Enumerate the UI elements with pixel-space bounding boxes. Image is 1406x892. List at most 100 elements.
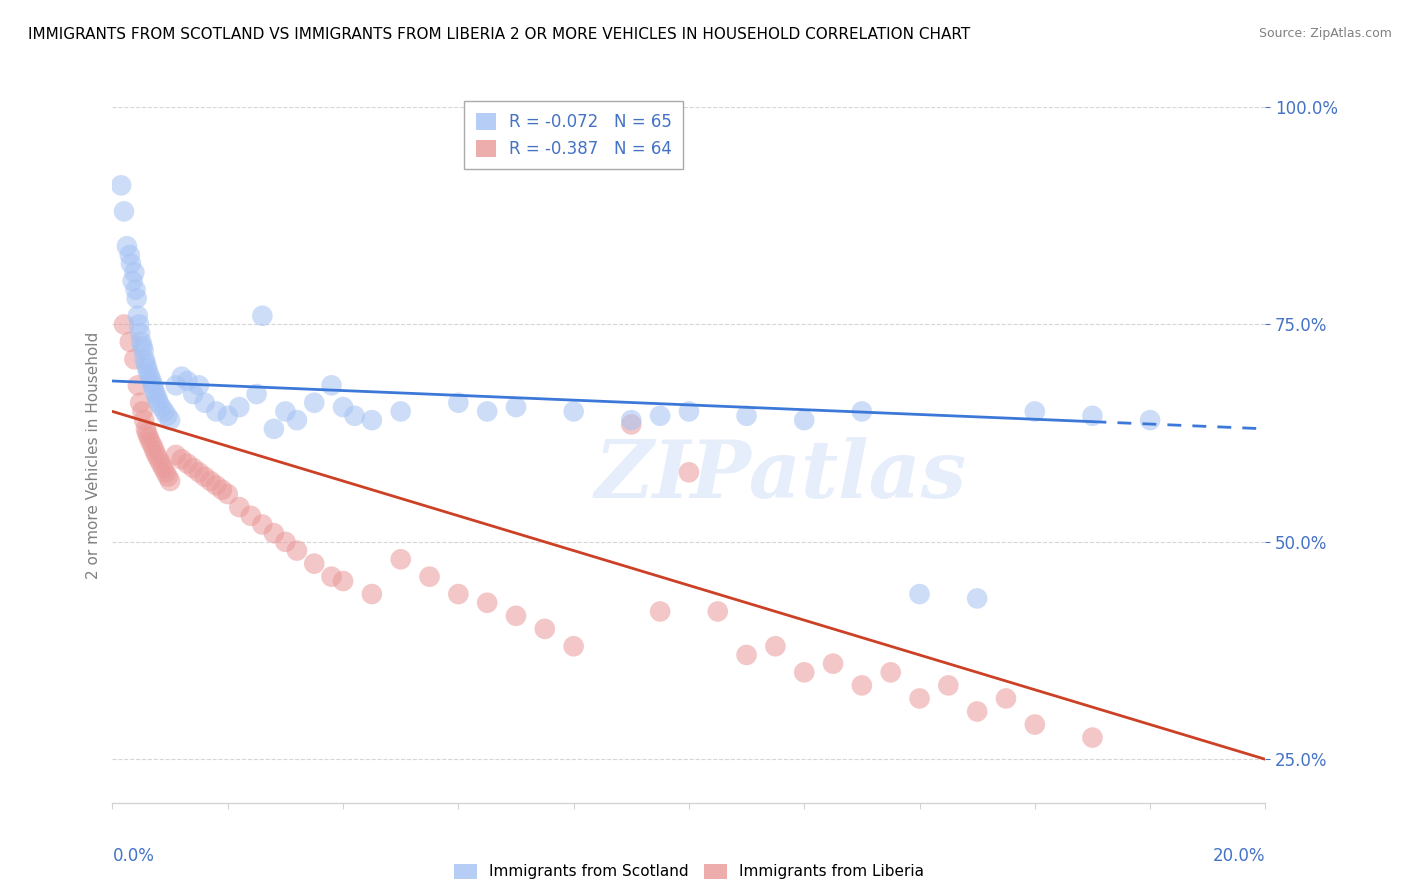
Point [735,409,758,423]
Point [821,657,844,671]
Point [118,334,141,349]
Point [194,469,217,483]
Point [505,400,527,414]
Point [194,395,217,409]
Point [115,239,138,253]
Point [143,443,166,458]
Point [145,387,167,401]
Point [620,413,643,427]
Point [1081,409,1104,423]
Point [263,422,285,436]
Point [678,404,700,418]
Point [141,374,163,388]
Text: ZIPatlas: ZIPatlas [595,437,967,515]
Point [138,430,160,444]
Point [118,248,141,262]
Point [360,587,382,601]
Point [165,378,187,392]
Point [793,413,815,427]
Text: 20.0%: 20.0% [1213,847,1265,865]
Point [343,409,366,423]
Point [139,369,162,384]
Point [148,395,170,409]
Point [131,339,153,353]
Point [908,587,931,601]
Point [263,526,285,541]
Point [136,426,159,441]
Legend: Immigrants from Scotland, Immigrants from Liberia: Immigrants from Scotland, Immigrants fro… [447,857,931,886]
Point [793,665,815,680]
Point [110,178,132,193]
Point [648,605,672,619]
Point [217,409,239,423]
Point [176,374,198,388]
Point [142,439,165,453]
Point [447,587,470,601]
Text: 0.0%: 0.0% [112,847,155,865]
Text: IMMIGRANTS FROM SCOTLAND VS IMMIGRANTS FROM LIBERIA 2 OR MORE VEHICLES IN HOUSEH: IMMIGRANTS FROM SCOTLAND VS IMMIGRANTS F… [28,27,970,42]
Point [533,622,555,636]
Point [706,605,728,619]
Point [131,404,153,418]
Point [146,392,169,406]
Point [129,326,152,340]
Point [134,352,156,367]
Point [129,334,153,349]
Point [152,461,174,475]
Point [142,378,165,392]
Point [165,448,187,462]
Point [181,387,204,401]
Point [562,404,585,418]
Point [181,461,204,475]
Point [475,404,498,418]
Point [851,678,873,692]
Point [125,291,148,305]
Point [447,395,470,409]
Point [143,383,166,397]
Point [620,417,643,432]
Point [188,466,211,480]
Point [228,400,250,414]
Point [966,705,988,719]
Point [148,452,170,467]
Point [304,395,326,409]
Point [120,256,142,270]
Point [285,543,308,558]
Point [170,452,193,467]
Point [136,360,159,375]
Point [155,466,177,480]
Point [389,404,412,418]
Point [966,591,988,606]
Point [908,691,931,706]
Point [332,574,354,588]
Point [135,422,157,436]
Point [1139,413,1161,427]
Point [136,365,159,379]
Y-axis label: 2 or more Vehicles in Household: 2 or more Vehicles in Household [86,331,101,579]
Point [150,400,173,414]
Point [678,466,700,480]
Point [321,378,343,392]
Point [252,309,274,323]
Point [735,648,758,662]
Point [419,569,441,583]
Point [360,413,382,427]
Point [239,508,262,523]
Point [274,534,297,549]
Point [211,483,233,497]
Point [112,318,135,332]
Point [134,413,156,427]
Point [153,404,176,418]
Point [112,204,135,219]
Point [851,404,873,418]
Point [127,378,149,392]
Point [304,557,326,571]
Point [880,665,903,680]
Point [124,352,146,367]
Point [205,478,228,492]
Point [765,639,787,653]
Point [245,387,267,401]
Point [149,457,172,471]
Point [1024,404,1046,418]
Point [159,413,181,427]
